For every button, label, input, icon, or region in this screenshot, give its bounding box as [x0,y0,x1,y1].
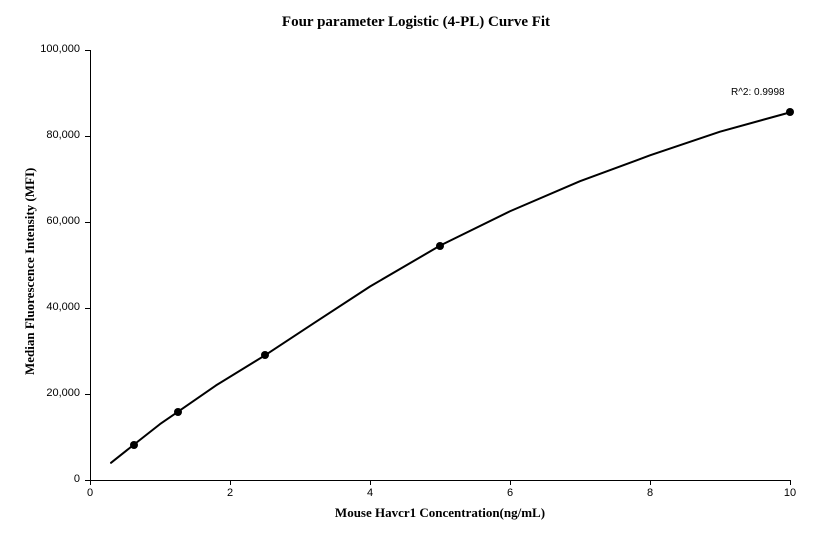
x-tick-mark [510,480,511,485]
y-tick-mark [85,222,90,223]
y-tick-mark [85,394,90,395]
x-tick-mark [370,480,371,485]
x-tick-label: 10 [770,487,810,499]
y-tick-label: 20,000 [30,387,80,399]
x-tick-label: 8 [630,487,670,499]
x-tick-mark [230,480,231,485]
y-tick-label: 60,000 [30,215,80,227]
y-axis-label: Median Fluorescence Intensity (MFI) [22,168,38,375]
y-tick-label: 80,000 [30,129,80,141]
x-tick-label: 0 [70,487,110,499]
y-tick-mark [85,136,90,137]
chart-container: Four parameter Logistic (4-PL) Curve Fit… [0,0,832,560]
y-tick-label: 40,000 [30,301,80,313]
data-point [174,408,182,416]
curve-svg [0,0,832,560]
r-squared-annotation: R^2: 0.9998 [731,87,785,98]
y-tick-label: 100,000 [30,43,80,55]
data-point [261,351,269,359]
y-tick-label: 0 [30,473,80,485]
data-point [786,108,794,116]
y-tick-mark [85,308,90,309]
x-tick-label: 4 [350,487,390,499]
x-axis-label: Mouse Havcr1 Concentration(ng/mL) [90,505,790,521]
y-tick-mark [85,50,90,51]
x-tick-mark [90,480,91,485]
x-tick-mark [790,480,791,485]
x-tick-label: 6 [490,487,530,499]
x-tick-label: 2 [210,487,250,499]
data-point [130,441,138,449]
x-tick-mark [650,480,651,485]
fit-curve [111,112,790,462]
data-point [436,242,444,250]
